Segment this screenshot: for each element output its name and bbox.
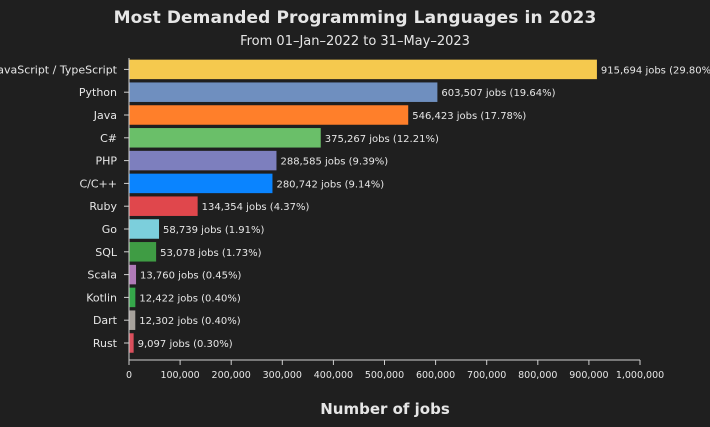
x-tick-label: 100,000 — [160, 370, 199, 381]
category-label: Dart — [93, 314, 118, 327]
x-tick-label: 400,000 — [314, 370, 353, 381]
bar-sql — [129, 242, 157, 262]
data-label: 280,742 jobs (9.14%) — [276, 179, 384, 190]
x-tick-label: 200,000 — [212, 370, 251, 381]
x-tick-label: 900,000 — [569, 370, 608, 381]
category-label: SQL — [95, 246, 118, 259]
category-label: Go — [102, 223, 118, 236]
data-label: 915,694 jobs (29.80%) — [601, 65, 710, 76]
category-label: Java — [93, 109, 117, 122]
category-label: JavaScript / TypeScript — [0, 63, 118, 76]
bar-dart — [129, 310, 136, 330]
data-label: 603,507 jobs (19.64%) — [441, 88, 555, 99]
bar-rust — [129, 333, 134, 353]
x-axis-title: Number of jobs — [320, 400, 450, 418]
category-label: Python — [79, 86, 117, 99]
category-label: Scala — [87, 269, 117, 282]
bar-python — [129, 82, 438, 102]
bar-c-c — [129, 173, 273, 194]
bar-c — [129, 128, 321, 148]
bar-php — [129, 150, 277, 171]
data-label: 58,739 jobs (1.91%) — [163, 225, 264, 236]
x-tick-label: 600,000 — [416, 370, 455, 381]
data-label: 288,585 jobs (9.39%) — [280, 157, 388, 168]
data-label: 13,760 jobs (0.45%) — [140, 271, 241, 282]
x-tick-label: 800,000 — [518, 370, 557, 381]
bar-java — [129, 105, 409, 125]
bar-scala — [129, 264, 137, 285]
x-tick-label: 1,000,000 — [616, 370, 664, 381]
category-label: C/C++ — [79, 177, 117, 190]
data-label: 134,354 jobs (4.37%) — [202, 202, 310, 213]
category-label: Kotlin — [86, 291, 117, 304]
chart-title: Most Demanded Programming Languages in 2… — [113, 8, 597, 28]
bar-kotlin — [129, 287, 136, 308]
bar-javascript-typescript — [129, 59, 597, 80]
category-label: Rust — [93, 337, 118, 350]
data-label: 12,302 jobs (0.40%) — [139, 316, 240, 327]
x-tick-label: 300,000 — [263, 370, 302, 381]
chart-subtitle: From 01–Jan–2022 to 31–May–2023 — [240, 34, 470, 49]
category-label: Ruby — [89, 200, 117, 213]
x-tick-label: 700,000 — [467, 370, 506, 381]
data-label: 53,078 jobs (1.73%) — [160, 248, 261, 259]
bar-go — [129, 219, 160, 239]
data-label: 12,422 jobs (0.40%) — [139, 293, 240, 304]
data-label: 546,423 jobs (17.78%) — [412, 111, 526, 122]
bar-ruby — [129, 196, 198, 216]
data-label: 375,267 jobs (12.21%) — [325, 134, 439, 145]
x-tick-label: 0 — [126, 370, 132, 381]
data-label: 9,097 jobs (0.30%) — [138, 339, 233, 350]
category-label: PHP — [95, 155, 117, 168]
x-tick-label: 500,000 — [365, 370, 404, 381]
category-label: C# — [100, 132, 117, 145]
